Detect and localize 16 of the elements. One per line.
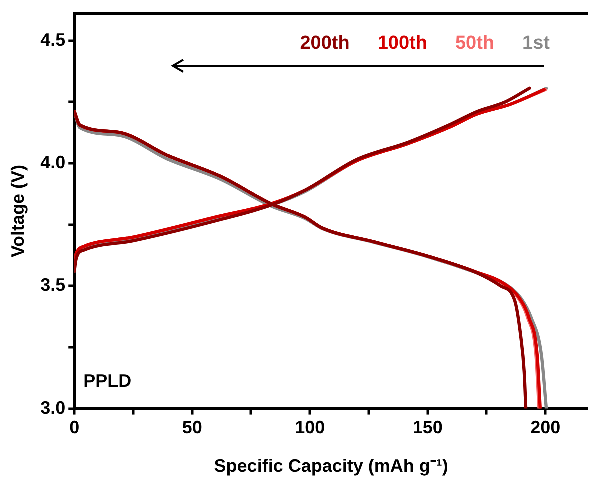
y-tick-label: 3.5 [40, 275, 66, 296]
text: 50th [455, 33, 495, 54]
y-axis-title: Voltage (V) [8, 164, 28, 258]
y-tick-label: 4.5 [40, 30, 66, 50]
annotation: PPLD [84, 370, 132, 391]
series-label: 1st [522, 33, 551, 54]
x-axis-title: Specific Capacity (mAh g⁻¹) [214, 456, 448, 476]
y-tick-label: 3.0 [40, 398, 66, 418]
y-tick-label: 4.0 [40, 152, 66, 172]
x-tick-label: 200 [530, 418, 561, 438]
x-tick-label: 0 [70, 418, 80, 438]
text: 200th [300, 33, 350, 54]
text: 100th [378, 33, 428, 54]
x-tick-label: 150 [412, 418, 443, 438]
x-tick-label: 100 [295, 418, 326, 438]
x-tick-label: 50 [182, 418, 202, 438]
